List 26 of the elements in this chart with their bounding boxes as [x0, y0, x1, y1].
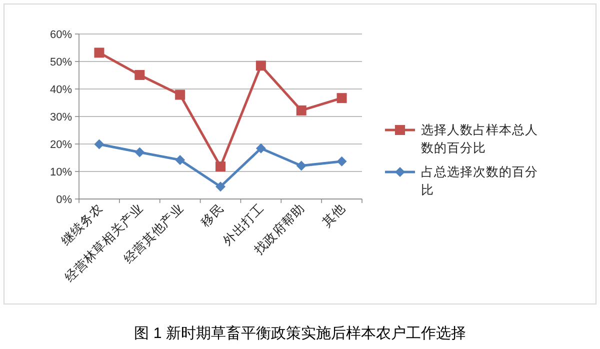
y-tick-label: 0%	[56, 194, 72, 206]
y-tick-label: 50%	[50, 56, 72, 68]
point	[134, 70, 145, 80]
x-tick-label: 移民	[198, 201, 227, 230]
point	[216, 182, 226, 192]
y-tick-label: 60%	[50, 29, 72, 41]
point	[94, 139, 104, 150]
point	[94, 48, 104, 58]
x-tick-label: 其他	[320, 201, 348, 230]
point	[256, 143, 266, 154]
point	[296, 105, 306, 116]
point	[256, 60, 266, 71]
point	[175, 90, 186, 100]
y-tick-label: 10%	[50, 166, 72, 178]
point	[216, 162, 226, 172]
point	[175, 154, 186, 165]
y-tick-label: 40%	[50, 84, 72, 96]
point	[296, 160, 306, 171]
point	[134, 147, 145, 158]
caption: 图 1 新时期草畜平衡政策实施后样本农户工作选择	[134, 325, 466, 342]
point	[336, 156, 347, 166]
legend-label: 选择人数占样本总人数的百分比	[421, 123, 538, 155]
point	[336, 93, 347, 104]
legend-label: 占总选择次数的百分比	[421, 165, 538, 197]
y-tick-label: 30%	[50, 112, 72, 124]
y-tick-label: 20%	[50, 139, 72, 151]
